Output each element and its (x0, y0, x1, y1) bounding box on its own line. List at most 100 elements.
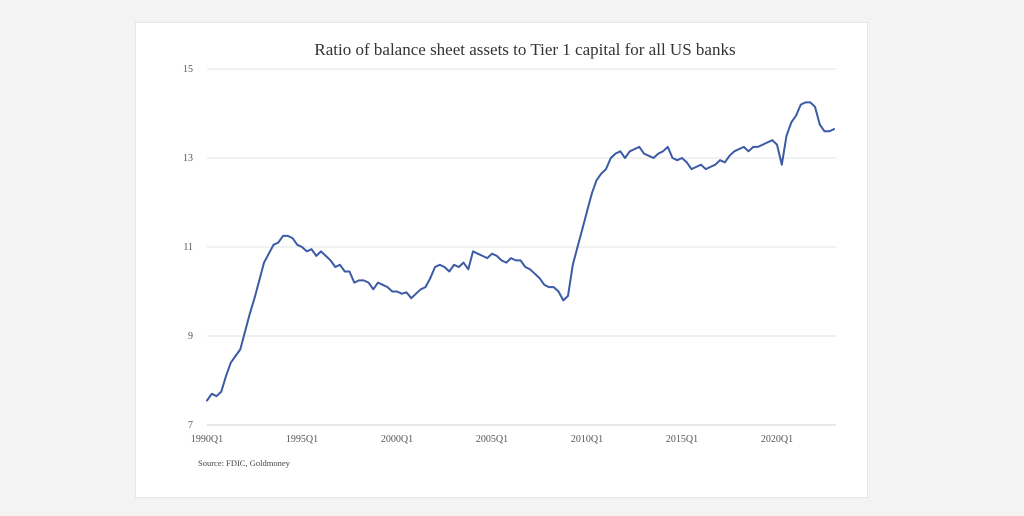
data-point (643, 153, 645, 155)
data-point (477, 253, 479, 255)
data-point (253, 297, 256, 299)
x-tick-label: 2020Q1 (761, 434, 793, 445)
data-point (681, 157, 683, 159)
data-point (301, 246, 303, 248)
data-point (496, 255, 498, 257)
data-point (610, 157, 612, 159)
data-point (263, 262, 265, 264)
y-tick-label: 11 (183, 242, 193, 253)
data-point (619, 150, 621, 152)
data-point (225, 375, 227, 377)
data-point (781, 164, 783, 166)
data-point (714, 164, 716, 166)
data-point (410, 297, 412, 299)
data-point (638, 146, 640, 148)
data-point (244, 331, 246, 333)
data-point (752, 146, 754, 148)
data-point (809, 101, 811, 103)
data-point (367, 282, 370, 284)
data-point (629, 150, 631, 152)
data-point (500, 259, 503, 261)
data-point (790, 121, 792, 123)
data-point (819, 124, 821, 126)
data-point (657, 153, 659, 155)
y-axis: 7 9 11 13 15 (183, 64, 193, 431)
data-point (405, 291, 408, 293)
data-point (505, 262, 507, 264)
series-group (206, 101, 835, 402)
data-point (667, 146, 669, 148)
data-point (785, 135, 788, 137)
data-point (548, 286, 550, 288)
data-point (766, 141, 769, 143)
data-point (724, 161, 726, 163)
data-point (719, 159, 721, 161)
data-point (306, 250, 308, 252)
data-point (472, 250, 474, 252)
y-tick-label: 15 (183, 64, 193, 75)
data-point (633, 148, 636, 150)
data-point (823, 130, 826, 132)
data-point (358, 279, 360, 281)
data-point (515, 259, 517, 261)
data-point (268, 253, 270, 255)
data-point (800, 104, 802, 106)
data-point (291, 237, 294, 239)
data-point (648, 155, 650, 157)
data-point (652, 157, 655, 159)
x-axis: 1990Q1 1995Q1 2000Q1 2005Q1 2010Q1 2015Q1 2020… (191, 434, 793, 445)
chart-card: Ratio of balance sheet assets to Tier 1 … (135, 22, 868, 498)
data-point (258, 279, 260, 281)
data-point (467, 268, 469, 270)
data-point (329, 259, 332, 261)
data-point (814, 106, 816, 108)
data-point (771, 139, 773, 141)
data-point (529, 268, 531, 270)
y-tick-label: 9 (188, 331, 193, 342)
data-point (325, 255, 327, 257)
data-point (453, 264, 455, 266)
data-point (762, 144, 764, 146)
data-point (728, 155, 731, 157)
data-point (443, 266, 446, 268)
data-point (230, 362, 232, 364)
data-point (353, 282, 355, 284)
data-point (600, 173, 602, 175)
data-point (415, 293, 417, 295)
data-point (481, 255, 484, 257)
data-point (420, 288, 422, 290)
data-point (519, 259, 522, 261)
data-point (510, 257, 512, 259)
data-point (624, 157, 626, 159)
data-point (272, 244, 275, 246)
data-point (686, 161, 688, 163)
data-point (249, 313, 251, 315)
data-point (557, 290, 560, 293)
data-point (424, 286, 427, 288)
x-tick-label: 2005Q1 (476, 434, 508, 445)
series-line (206, 101, 835, 402)
data-point (586, 210, 588, 212)
data-point (543, 284, 545, 286)
data-point (339, 264, 341, 266)
data-point (743, 146, 745, 148)
data-point (576, 246, 579, 248)
data-point (524, 266, 526, 268)
x-tick-label: 2015Q1 (666, 434, 698, 445)
data-point (215, 395, 218, 397)
data-point (733, 150, 735, 152)
data-point (391, 290, 393, 293)
data-point (534, 273, 536, 275)
data-point (386, 286, 389, 288)
data-point (396, 290, 398, 293)
x-tick-label: 2010Q1 (571, 434, 603, 445)
data-point (614, 153, 617, 155)
data-point (277, 242, 279, 244)
data-point (439, 264, 441, 266)
data-point (287, 235, 289, 237)
data-point (747, 150, 750, 152)
data-point (429, 277, 431, 279)
data-point (344, 270, 346, 273)
x-tick-label: 1990Q1 (191, 434, 223, 445)
data-point (363, 279, 365, 281)
